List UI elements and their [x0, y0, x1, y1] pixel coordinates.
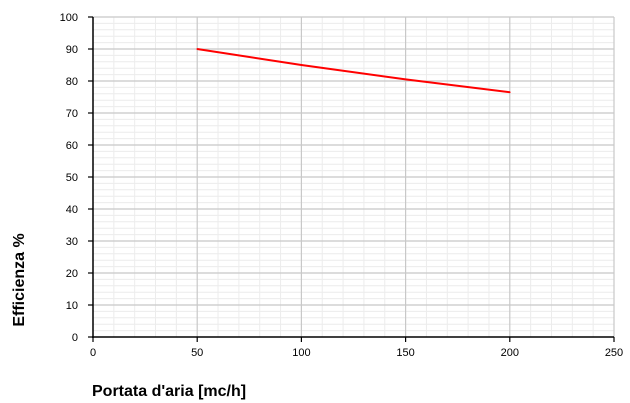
y-axis-ticks: 0 10 20 30 40 50 60 70 80 90 100	[60, 12, 93, 344]
y-tick-label: 50	[66, 172, 78, 184]
y-tick-label: 60	[66, 140, 78, 152]
y-tick-label: 90	[66, 44, 78, 56]
y-tick-label: 30	[66, 236, 78, 248]
x-axis-title: Portata d'aria [mc/h]	[92, 383, 246, 400]
x-tick-label: 200	[501, 347, 519, 359]
y-tick-label: 100	[60, 12, 78, 24]
x-axis-ticks: 0 50 100 150 200 250	[90, 337, 623, 359]
y-axis-title: Efficienza %	[11, 233, 28, 326]
series-point	[300, 64, 303, 66]
x-tick-label: 250	[605, 347, 623, 359]
x-tick-label: 50	[191, 347, 203, 359]
x-tick-label: 150	[396, 347, 414, 359]
x-tick-label: 0	[90, 347, 96, 359]
major-grid	[93, 16, 615, 337]
y-tick-label: 0	[72, 332, 78, 344]
y-tick-label: 80	[66, 76, 78, 88]
y-tick-label: 70	[66, 108, 78, 120]
series-line	[197, 48, 510, 94]
x-tick-label: 100	[292, 347, 310, 359]
series-layer	[196, 48, 511, 94]
series-point	[509, 91, 511, 93]
y-tick-label: 20	[66, 268, 78, 280]
series-point	[404, 78, 407, 81]
y-tick-label: 40	[66, 204, 78, 216]
y-tick-label: 10	[66, 300, 78, 312]
series-point	[196, 48, 198, 50]
